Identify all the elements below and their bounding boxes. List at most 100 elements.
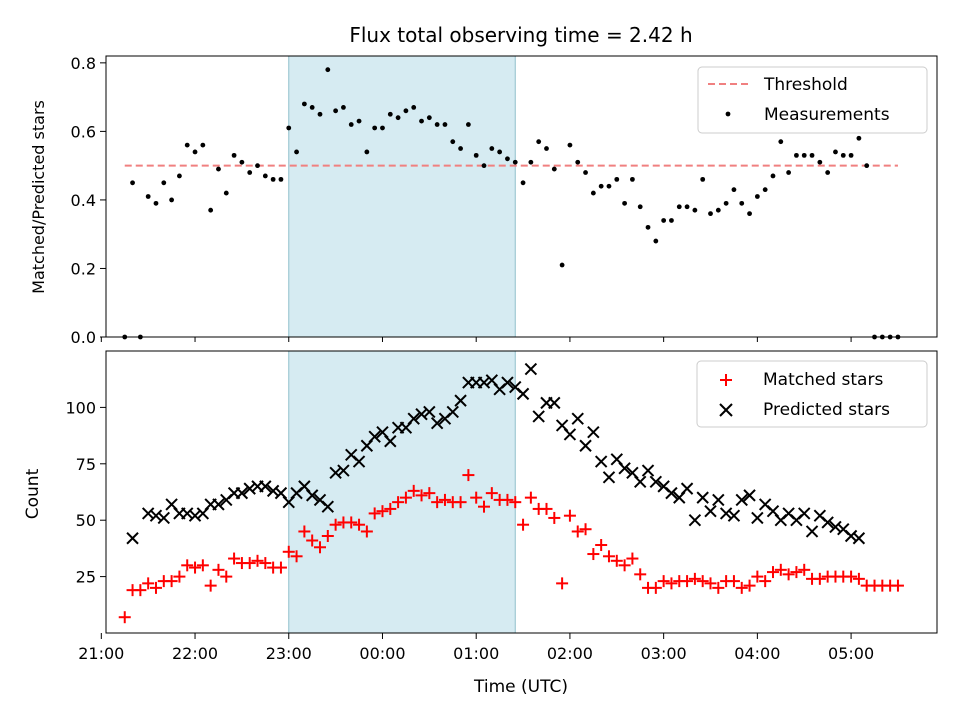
measurement-point bbox=[684, 204, 690, 210]
matched-stars-point bbox=[798, 563, 811, 576]
measurement-point bbox=[825, 170, 831, 175]
matched-legend-label: Matched stars bbox=[763, 370, 883, 390]
matched-stars-point bbox=[517, 518, 530, 531]
count-y-tick-label: 100 bbox=[65, 398, 96, 417]
predicted-stars-point bbox=[321, 500, 335, 513]
matched-stars-point bbox=[438, 493, 451, 506]
matched-stars-point bbox=[149, 581, 162, 594]
measurement-point bbox=[676, 204, 682, 210]
predicted-stars-point bbox=[407, 412, 420, 425]
measurement-point bbox=[395, 115, 401, 121]
predicted-stars-point bbox=[602, 471, 616, 484]
count-legend: Matched stars Predicted stars bbox=[696, 360, 928, 428]
measurement-point bbox=[505, 156, 510, 162]
matched-stars-point bbox=[259, 557, 272, 570]
matched-stars-point bbox=[595, 539, 608, 552]
predicted-legend-swatch bbox=[719, 403, 733, 417]
measurement-point bbox=[208, 207, 214, 213]
matched-stars-point bbox=[212, 563, 225, 576]
matched-stars-point bbox=[759, 575, 772, 588]
measurement-point bbox=[630, 176, 635, 182]
count-panel: 25 50 75 100 21:00 22:00 23:00 00:00 01:00 02:00… bbox=[23, 350, 938, 697]
measurement-point bbox=[590, 190, 596, 196]
predicted-stars-point bbox=[126, 532, 139, 545]
matched-stars-point bbox=[634, 568, 647, 581]
ratio-panel: 0.0 0.2 0.4 0.6 0.8 Flux total observing tim… bbox=[29, 23, 938, 347]
measurement-point bbox=[747, 211, 752, 217]
count-y-tick-label: 75 bbox=[76, 455, 96, 474]
matched-stars-point bbox=[485, 487, 498, 500]
threshold-legend-label: Threshold bbox=[763, 75, 848, 95]
predicted-stars-point bbox=[696, 491, 709, 504]
matched-stars-point bbox=[696, 575, 709, 588]
matched-stars-point bbox=[751, 570, 764, 583]
matched-stars-point bbox=[548, 511, 561, 524]
measurement-point bbox=[622, 200, 627, 206]
measurement-point bbox=[489, 146, 495, 151]
matched-stars-point bbox=[579, 523, 592, 536]
predicted-stars-point bbox=[680, 482, 694, 495]
matched-stars-point bbox=[462, 469, 475, 482]
measurement-point bbox=[708, 211, 713, 217]
predicted-stars-point bbox=[266, 484, 280, 498]
matched-stars-point bbox=[360, 525, 373, 538]
ratio-legend-box bbox=[697, 66, 928, 134]
chart-title: Flux total observing time = 2.42 h bbox=[349, 23, 692, 47]
measurement-point bbox=[536, 139, 542, 145]
measurement-point bbox=[286, 125, 292, 131]
matched-stars-point bbox=[118, 611, 131, 624]
matched-stars-point bbox=[649, 581, 662, 594]
matched-stars-point bbox=[891, 579, 904, 592]
measurement-point bbox=[801, 152, 807, 158]
matched-stars-point bbox=[626, 552, 639, 565]
matched-stars-point bbox=[384, 502, 397, 515]
matched-stars-point bbox=[298, 525, 311, 538]
measurement-point bbox=[278, 176, 284, 182]
measurement-point bbox=[294, 149, 299, 155]
measurement-point bbox=[333, 108, 339, 114]
matched-stars-point bbox=[766, 566, 779, 579]
matched-stars-point bbox=[345, 516, 358, 529]
predicted-stars-point bbox=[141, 507, 155, 520]
matched-stars-point bbox=[415, 489, 428, 502]
matched-stars-point bbox=[704, 577, 717, 590]
predicted-stars-point bbox=[688, 513, 702, 527]
measurement-point bbox=[301, 101, 307, 107]
observing-window-span bbox=[288, 56, 516, 337]
ratio-y-axis-label: Matched/Predicted stars bbox=[29, 100, 48, 294]
predicted-stars-point bbox=[423, 405, 436, 419]
matched-stars-point bbox=[610, 554, 623, 567]
measurement-point bbox=[856, 135, 862, 141]
predicted-stars-point bbox=[384, 435, 397, 448]
predicted-stars-point bbox=[305, 489, 319, 502]
matched-stars-point bbox=[618, 559, 631, 572]
matched-stars-point bbox=[251, 554, 264, 567]
matched-stars-point bbox=[540, 502, 553, 515]
predicted-stars-point bbox=[587, 426, 600, 439]
measurement-point bbox=[583, 170, 588, 175]
matched-stars-point bbox=[556, 577, 569, 590]
x-tick-label: 03:00 bbox=[641, 644, 687, 663]
x-tick-label: 00:00 bbox=[359, 644, 405, 663]
measurement-point bbox=[645, 224, 651, 230]
matched-stars-point bbox=[353, 518, 366, 531]
measurement-point bbox=[575, 159, 581, 165]
x-tick-label: 21:00 bbox=[78, 644, 124, 663]
measurement-point bbox=[497, 149, 503, 155]
matched-stars-point bbox=[712, 581, 725, 594]
matched-stars-point bbox=[509, 496, 522, 509]
measurement-point bbox=[653, 238, 659, 244]
matched-stars-point bbox=[142, 577, 155, 590]
matched-stars-point bbox=[376, 505, 389, 518]
measurement-point bbox=[637, 204, 643, 210]
measurement-point bbox=[809, 152, 815, 158]
predicted-stars-point bbox=[571, 412, 584, 425]
matched-stars-point bbox=[274, 561, 287, 574]
predicted-stars-point bbox=[149, 509, 163, 522]
measurement-point bbox=[145, 194, 151, 199]
matched-stars-point bbox=[852, 572, 865, 585]
measurement-point bbox=[223, 190, 229, 196]
predicted-stars-point bbox=[751, 511, 764, 525]
predicted-stars-point bbox=[181, 507, 194, 520]
